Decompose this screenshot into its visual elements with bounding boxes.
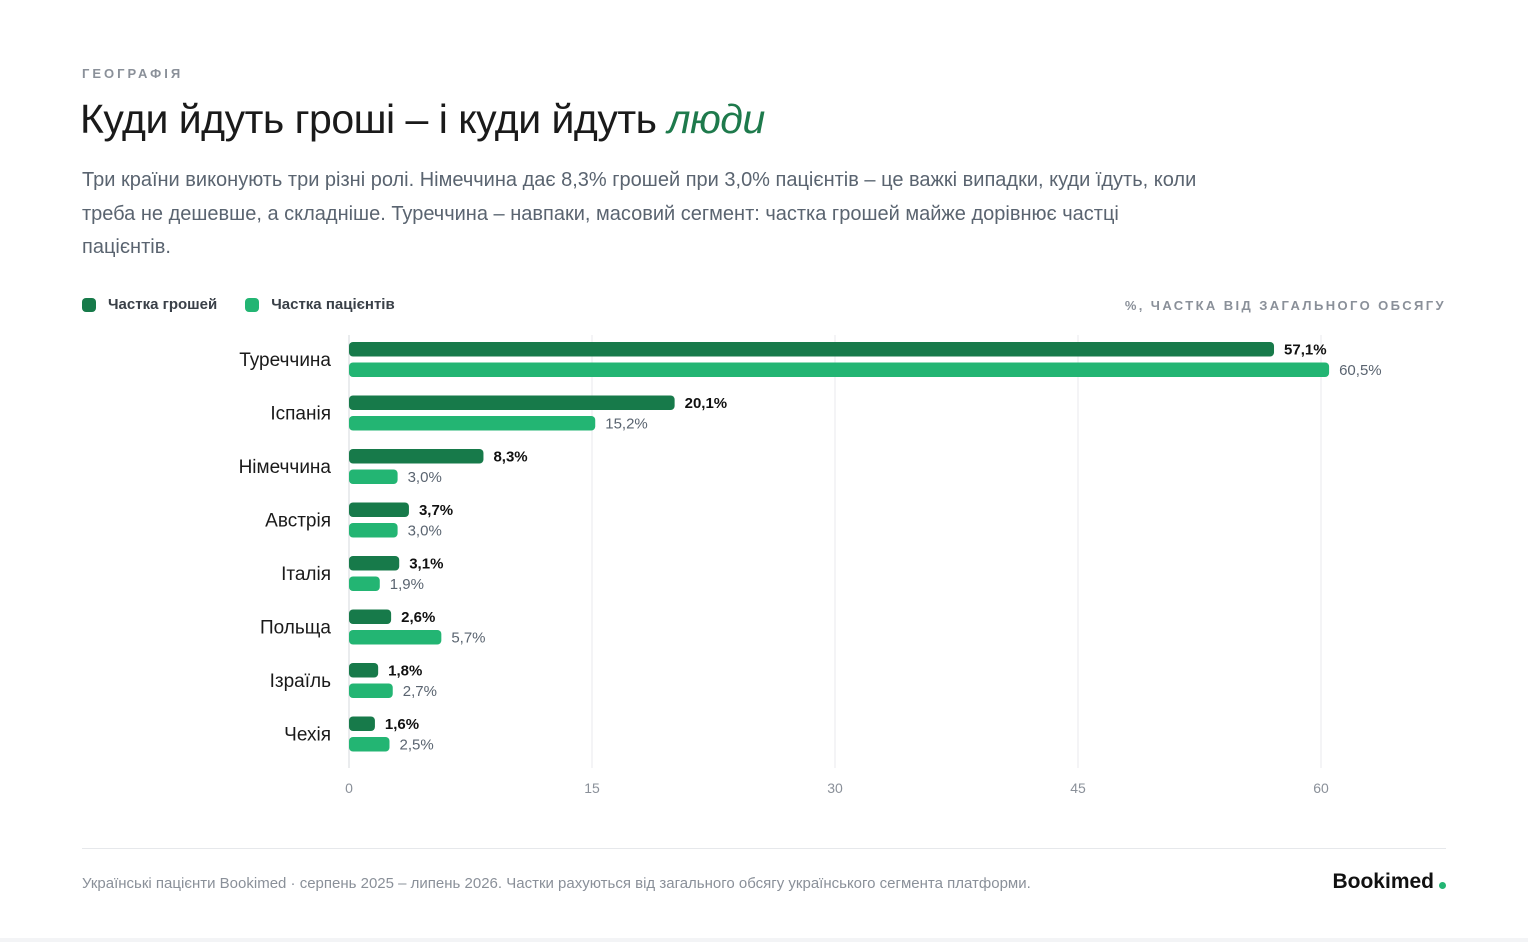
bar-money [349,395,675,410]
footer-note: Українські пацієнти Bookimed · серпень 2… [82,875,1031,892]
bar-patients [349,362,1330,377]
bar-patients [349,683,393,698]
data-label: 5,7% [451,630,485,647]
x-tick-label: 45 [1070,780,1086,796]
bar-patients [349,630,442,645]
bar-patients [349,737,390,752]
bar-money [349,609,392,624]
category-label: Німеччина [239,457,332,478]
brand-dot-icon [1439,882,1446,889]
data-label: 1,6% [385,716,419,733]
data-label: 3,1% [409,556,443,573]
title-main: Куди йдуть гроші – і куди йдуть [80,96,668,142]
bar-money [349,716,375,731]
bar-money [349,502,409,517]
data-label: 3,0% [408,523,442,540]
title-accent: люди [667,96,765,142]
category-label: Ізраїль [270,671,331,692]
category-label: Австрія [265,511,331,532]
bar-patients [349,576,380,591]
category-label: Чехія [284,725,331,746]
data-label: 1,8% [388,663,422,680]
data-label: 2,5% [400,737,434,754]
data-label: 20,1% [685,395,728,412]
x-tick-label: 30 [827,780,843,796]
bar-money [349,449,484,464]
eyebrow-label: ГЕОГРАФІЯ [82,66,184,81]
bar-money [349,342,1275,357]
bar-money [349,556,400,571]
unit-label: %, ЧАСТКА ВІД ЗАГАЛЬНОГО ОБСЯГУ [1124,298,1446,313]
data-label: 57,1% [1284,342,1327,359]
data-label: 2,7% [403,683,437,700]
data-label: 2,6% [401,609,435,626]
bar-patients [349,469,398,484]
bar-patients [349,523,398,538]
data-label: 3,7% [419,502,453,519]
data-label: 60,5% [1339,362,1382,379]
legend-label-patients: Частка пацієнтів [271,296,395,313]
data-label: 8,3% [493,449,527,466]
category-label: Туреччина [239,350,331,371]
bar-money [349,663,379,678]
brand-logo: Bookimed [1332,870,1446,894]
x-tick-label: 60 [1313,780,1329,796]
bar-chart: 0 15 30 45 60 Туреччина 57,1% 60,5% Іспанія 20,1%… [239,335,1382,796]
legend-label-money: Частка грошей [108,296,218,313]
footer-divider [82,848,1446,849]
x-tick-label: 15 [584,780,600,796]
legend-swatch-patients [245,297,260,312]
data-label: 3,0% [408,469,442,486]
brand-name: Bookimed [1332,870,1434,893]
legend-item-money: Частка грошей [82,296,217,313]
page-title: Куди йдуть гроші – і куди йдуть люди [80,96,765,143]
data-label: 1,9% [390,576,424,593]
bottom-edge [0,938,1528,942]
x-tick-label: 0 [345,780,353,796]
data-label: 15,2% [605,416,648,433]
chart-legend: Частка грошей Частка пацієнтів [82,296,423,313]
category-label: Іспанія [270,404,331,425]
category-label: Польща [260,618,331,639]
legend-item-patients: Частка пацієнтів [245,296,395,313]
category-label: Італія [281,564,331,585]
bar-patients [349,416,596,431]
legend-swatch-money [82,297,96,312]
page-subtitle: Три країни виконують три різні ролі. Нім… [82,169,1197,258]
